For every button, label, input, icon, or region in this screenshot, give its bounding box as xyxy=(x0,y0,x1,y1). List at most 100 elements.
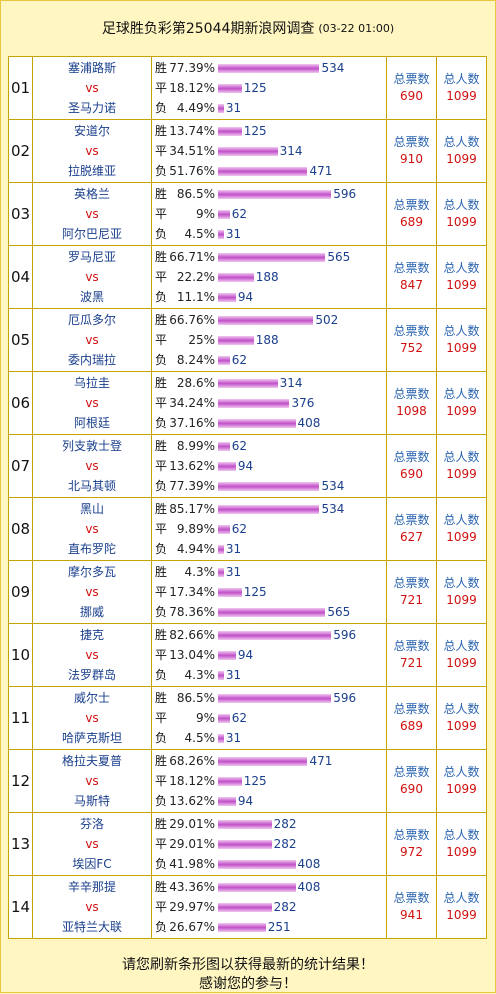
match-row: 11 威尔士 vs 哈萨克斯坦胜 86.5% 596 平 9% 62 负 4.5% 31 总票数 689 总… xyxy=(8,686,487,750)
total-votes-label: 总票数 xyxy=(393,135,430,149)
outcome-label: 负 xyxy=(155,668,168,682)
bars: 胜 66.71% 565 平 22.2% 188 负 11.1% 94 xyxy=(151,245,387,309)
total-votes-value: 972 xyxy=(400,845,423,859)
match-row: 10 捷克 vs 法罗群岛 胜 82.66% 596 平 13.04% 94 负 4.3% 31 总票数 7… xyxy=(8,623,487,687)
total-people-value: 1099 xyxy=(446,152,477,166)
total-votes-value: 721 xyxy=(400,593,423,607)
total-people-value: 1099 xyxy=(446,89,477,103)
count: 534 xyxy=(321,479,345,493)
match-number: 09 xyxy=(8,560,33,624)
total-votes-value: 690 xyxy=(400,467,423,481)
percentage: 29.97% xyxy=(169,900,215,914)
outcome-label: 平 xyxy=(155,585,168,599)
total-votes-label: 总票数 xyxy=(393,450,430,464)
percentage: 77.39% xyxy=(169,479,215,493)
count: 31 xyxy=(225,565,242,579)
percentage: 41.98% xyxy=(169,857,215,871)
percentage: 82.66% xyxy=(169,628,215,642)
time: (03-22 01:00) xyxy=(318,21,395,35)
total-votes: 总票数 689 xyxy=(386,182,437,246)
bar xyxy=(218,63,320,73)
total-people-value: 1099 xyxy=(446,341,477,355)
percentage: 18.12% xyxy=(169,81,215,95)
home-team: 安道尔 xyxy=(73,124,110,138)
total-people-value: 1099 xyxy=(446,845,477,859)
total-votes-value: 1098 xyxy=(396,404,427,418)
percentage: 86.5% xyxy=(176,691,215,705)
match-number: 14 xyxy=(8,875,33,939)
count: 471 xyxy=(309,164,333,178)
bar xyxy=(218,630,332,640)
total-people: 总人数 1099 xyxy=(436,686,487,750)
outcome-line: 胜 85.17% 534 xyxy=(152,499,386,519)
outcome-line: 负 51.76% 471 xyxy=(152,161,386,181)
bar xyxy=(218,461,236,471)
total-votes-label: 总票数 xyxy=(393,261,430,275)
outcome-line: 平 34.24% 376 xyxy=(152,393,386,413)
count: 62 xyxy=(231,522,248,536)
count: 125 xyxy=(243,81,267,95)
vs: vs xyxy=(85,270,99,284)
match-number: 01 xyxy=(8,56,33,120)
teams: 英格兰 vs 阿尔巴尼亚 xyxy=(32,182,152,246)
total-people-label: 总人数 xyxy=(443,261,480,275)
outcome-line: 胜 86.5% 596 xyxy=(152,184,386,204)
total-people-label: 总人数 xyxy=(443,576,480,590)
total-votes-value: 721 xyxy=(400,656,423,670)
away-team: 委内瑞拉 xyxy=(67,353,116,367)
total-votes-value: 689 xyxy=(400,719,423,733)
outcome-label: 胜 xyxy=(155,691,168,705)
bar xyxy=(218,481,320,491)
home-team: 格拉夫夏普 xyxy=(61,754,122,768)
bar xyxy=(218,441,230,451)
percentage: 22.2% xyxy=(176,270,215,284)
outcome-line: 负 77.39% 534 xyxy=(152,476,386,496)
percentage: 4.94% xyxy=(176,542,215,556)
count: 282 xyxy=(273,900,297,914)
bars: 胜 4.3% 31 平 17.34% 125 负 78.36% 565 xyxy=(151,560,387,624)
outcome-line: 负 8.24% 62 xyxy=(152,350,386,370)
percentage: 4.5% xyxy=(184,731,216,745)
outcome-line: 负 26.67% 251 xyxy=(152,917,386,937)
outcome-line: 胜 66.71% 565 xyxy=(152,247,386,267)
bar xyxy=(218,189,332,199)
away-team: 阿根廷 xyxy=(73,416,110,430)
teams: 厄瓜多尔 vs 委内瑞拉 xyxy=(32,308,152,372)
outcome-label: 负 xyxy=(155,101,168,115)
vs: vs xyxy=(85,585,99,599)
outcome-label: 平 xyxy=(155,396,168,410)
percentage: 34.24% xyxy=(169,396,215,410)
outcome-label: 负 xyxy=(155,227,168,241)
outcome-label: 负 xyxy=(155,920,168,934)
outcome-line: 平 13.62% 94 xyxy=(152,456,386,476)
bar xyxy=(218,839,272,849)
outcome-label: 胜 xyxy=(155,187,168,201)
total-people: 总人数 1099 xyxy=(436,308,487,372)
match-number: 08 xyxy=(8,497,33,561)
match-row: 12 格拉夫夏普 vs 马斯特 胜 68.26% 471 平 18.12% 125 负 13.62% 9… xyxy=(8,749,487,813)
bar xyxy=(218,670,224,680)
total-people: 总人数 1099 xyxy=(436,245,487,309)
outcome-label: 胜 xyxy=(155,313,168,327)
home-team: 列支敦士登 xyxy=(61,439,122,453)
outcome-label: 胜 xyxy=(155,880,168,894)
outcome-line: 胜 28.6% 314 xyxy=(152,373,386,393)
total-people-value: 1099 xyxy=(446,719,477,733)
bar xyxy=(218,859,296,869)
count: 534 xyxy=(321,61,345,75)
outcome-label: 负 xyxy=(155,605,168,619)
away-team: 北马其顿 xyxy=(67,479,116,493)
percentage: 18.12% xyxy=(169,774,215,788)
bar xyxy=(218,693,332,703)
percentage: 29.01% xyxy=(169,817,215,831)
count: 471 xyxy=(309,754,333,768)
total-votes: 总票数 690 xyxy=(386,749,437,813)
away-team: 马斯特 xyxy=(73,794,110,808)
total-people-label: 总人数 xyxy=(443,198,480,212)
count: 251 xyxy=(267,920,291,934)
bar xyxy=(218,733,224,743)
count: 62 xyxy=(231,353,248,367)
count: 31 xyxy=(225,731,242,745)
percentage: 26.67% xyxy=(169,920,215,934)
total-people-label: 总人数 xyxy=(443,513,480,527)
